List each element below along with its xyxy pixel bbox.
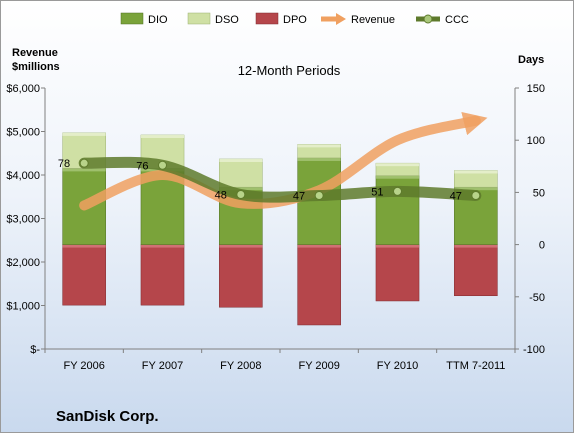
left-tick-label: $1,000	[6, 301, 40, 313]
bar-dso-highlight	[219, 158, 263, 162]
bar-dpo	[297, 244, 341, 326]
ccc-point	[158, 160, 167, 170]
bar-dpo	[375, 244, 420, 302]
legend-swatch-dso	[187, 12, 211, 25]
legend-label-ccc: CCC	[445, 14, 469, 26]
bar-dio-highlight	[375, 175, 420, 179]
x-tick-label: FY 2008	[220, 360, 261, 372]
bar-dpo	[62, 244, 106, 306]
ccc-point	[79, 158, 89, 168]
left-axis-title-line1: Revenue	[12, 47, 58, 59]
bar-dpo-highlight	[454, 244, 498, 248]
ccc-data-label: 47	[450, 191, 462, 203]
bar-dio-highlight	[454, 187, 498, 191]
legend-label-dio: DIO	[148, 14, 168, 26]
legend-label-dso: DSO	[215, 14, 239, 26]
x-tick-label: FY 2010	[377, 360, 418, 372]
legend-marker-ccc	[423, 14, 433, 24]
legend-label-revenue: Revenue	[351, 14, 395, 26]
left-tick-label: $-	[30, 344, 40, 356]
left-tick-label: $3,000	[6, 214, 40, 226]
legend: DIO DSO DPO Revenue CCC	[120, 12, 469, 26]
bar-dpo-highlight	[140, 244, 185, 248]
bar-dpo	[454, 244, 498, 297]
company-name: SanDisk Corp.	[56, 408, 159, 425]
left-axis-title-line2: $millions	[12, 61, 60, 73]
legend-swatch-dpo	[255, 12, 279, 25]
left-tick-label: $5,000	[6, 127, 40, 139]
ccc-point	[314, 191, 324, 201]
left-tick-label: $4,000	[6, 170, 40, 182]
ccc-point	[471, 191, 481, 201]
labels: 78 76 48 47 51 47	[58, 158, 462, 202]
bar-dso-highlight	[454, 170, 498, 174]
axes: $- $1,000 $2,000 $3,000 $4,000 $5,000 $6,000 -1…	[6, 83, 545, 372]
left-tick-label: $6,000	[6, 83, 40, 95]
bar-dso-highlight	[140, 134, 185, 138]
chart-title: 12-Month Periods	[238, 63, 341, 78]
right-tick-label: -50	[529, 292, 545, 304]
bar-dio-highlight	[62, 168, 106, 172]
right-tick-label: 50	[533, 187, 545, 199]
legend-label-dpo: DPO	[283, 14, 307, 26]
bar-dpo-highlight	[297, 244, 341, 248]
bar-dio-highlight	[297, 157, 341, 161]
ccc-data-label: 48	[215, 189, 227, 201]
right-tick-label: 100	[527, 135, 545, 147]
right-tick-label: 0	[539, 240, 545, 252]
bar-dpo-highlight	[375, 244, 420, 248]
bar-dso-highlight	[62, 132, 106, 136]
lines	[78, 111, 488, 211]
legend-arrow-revenue	[336, 13, 346, 25]
ccc-data-label: 51	[371, 186, 383, 198]
legend-swatch-dio	[120, 12, 144, 25]
bar-dso-highlight	[375, 163, 420, 167]
bar-dpo-highlight	[62, 244, 106, 248]
bar-dpo-highlight	[219, 244, 263, 248]
ccc-data-label: 76	[136, 160, 148, 172]
x-tick-label: FY 2006	[63, 360, 104, 372]
bar-dpo	[140, 244, 185, 306]
ccc-data-label: 78	[58, 158, 70, 170]
right-tick-label: -100	[523, 344, 545, 356]
ccc-data-label: 47	[293, 191, 305, 203]
x-tick-label: FY 2009	[298, 360, 339, 372]
bar-dso-highlight	[297, 144, 341, 148]
bar-dso	[219, 158, 263, 188]
right-axis-title: Days	[518, 54, 544, 66]
left-tick-label: $2,000	[6, 257, 40, 269]
bar-dio-highlight	[219, 187, 263, 191]
ccc-point	[393, 186, 402, 196]
ccc-line	[78, 156, 482, 203]
right-tick-label: 150	[527, 83, 545, 95]
x-tick-label: FY 2007	[142, 360, 183, 372]
bar-dpo	[219, 244, 263, 308]
x-tick-label: TTM 7-2011	[446, 360, 505, 372]
ccc-point	[236, 189, 246, 199]
